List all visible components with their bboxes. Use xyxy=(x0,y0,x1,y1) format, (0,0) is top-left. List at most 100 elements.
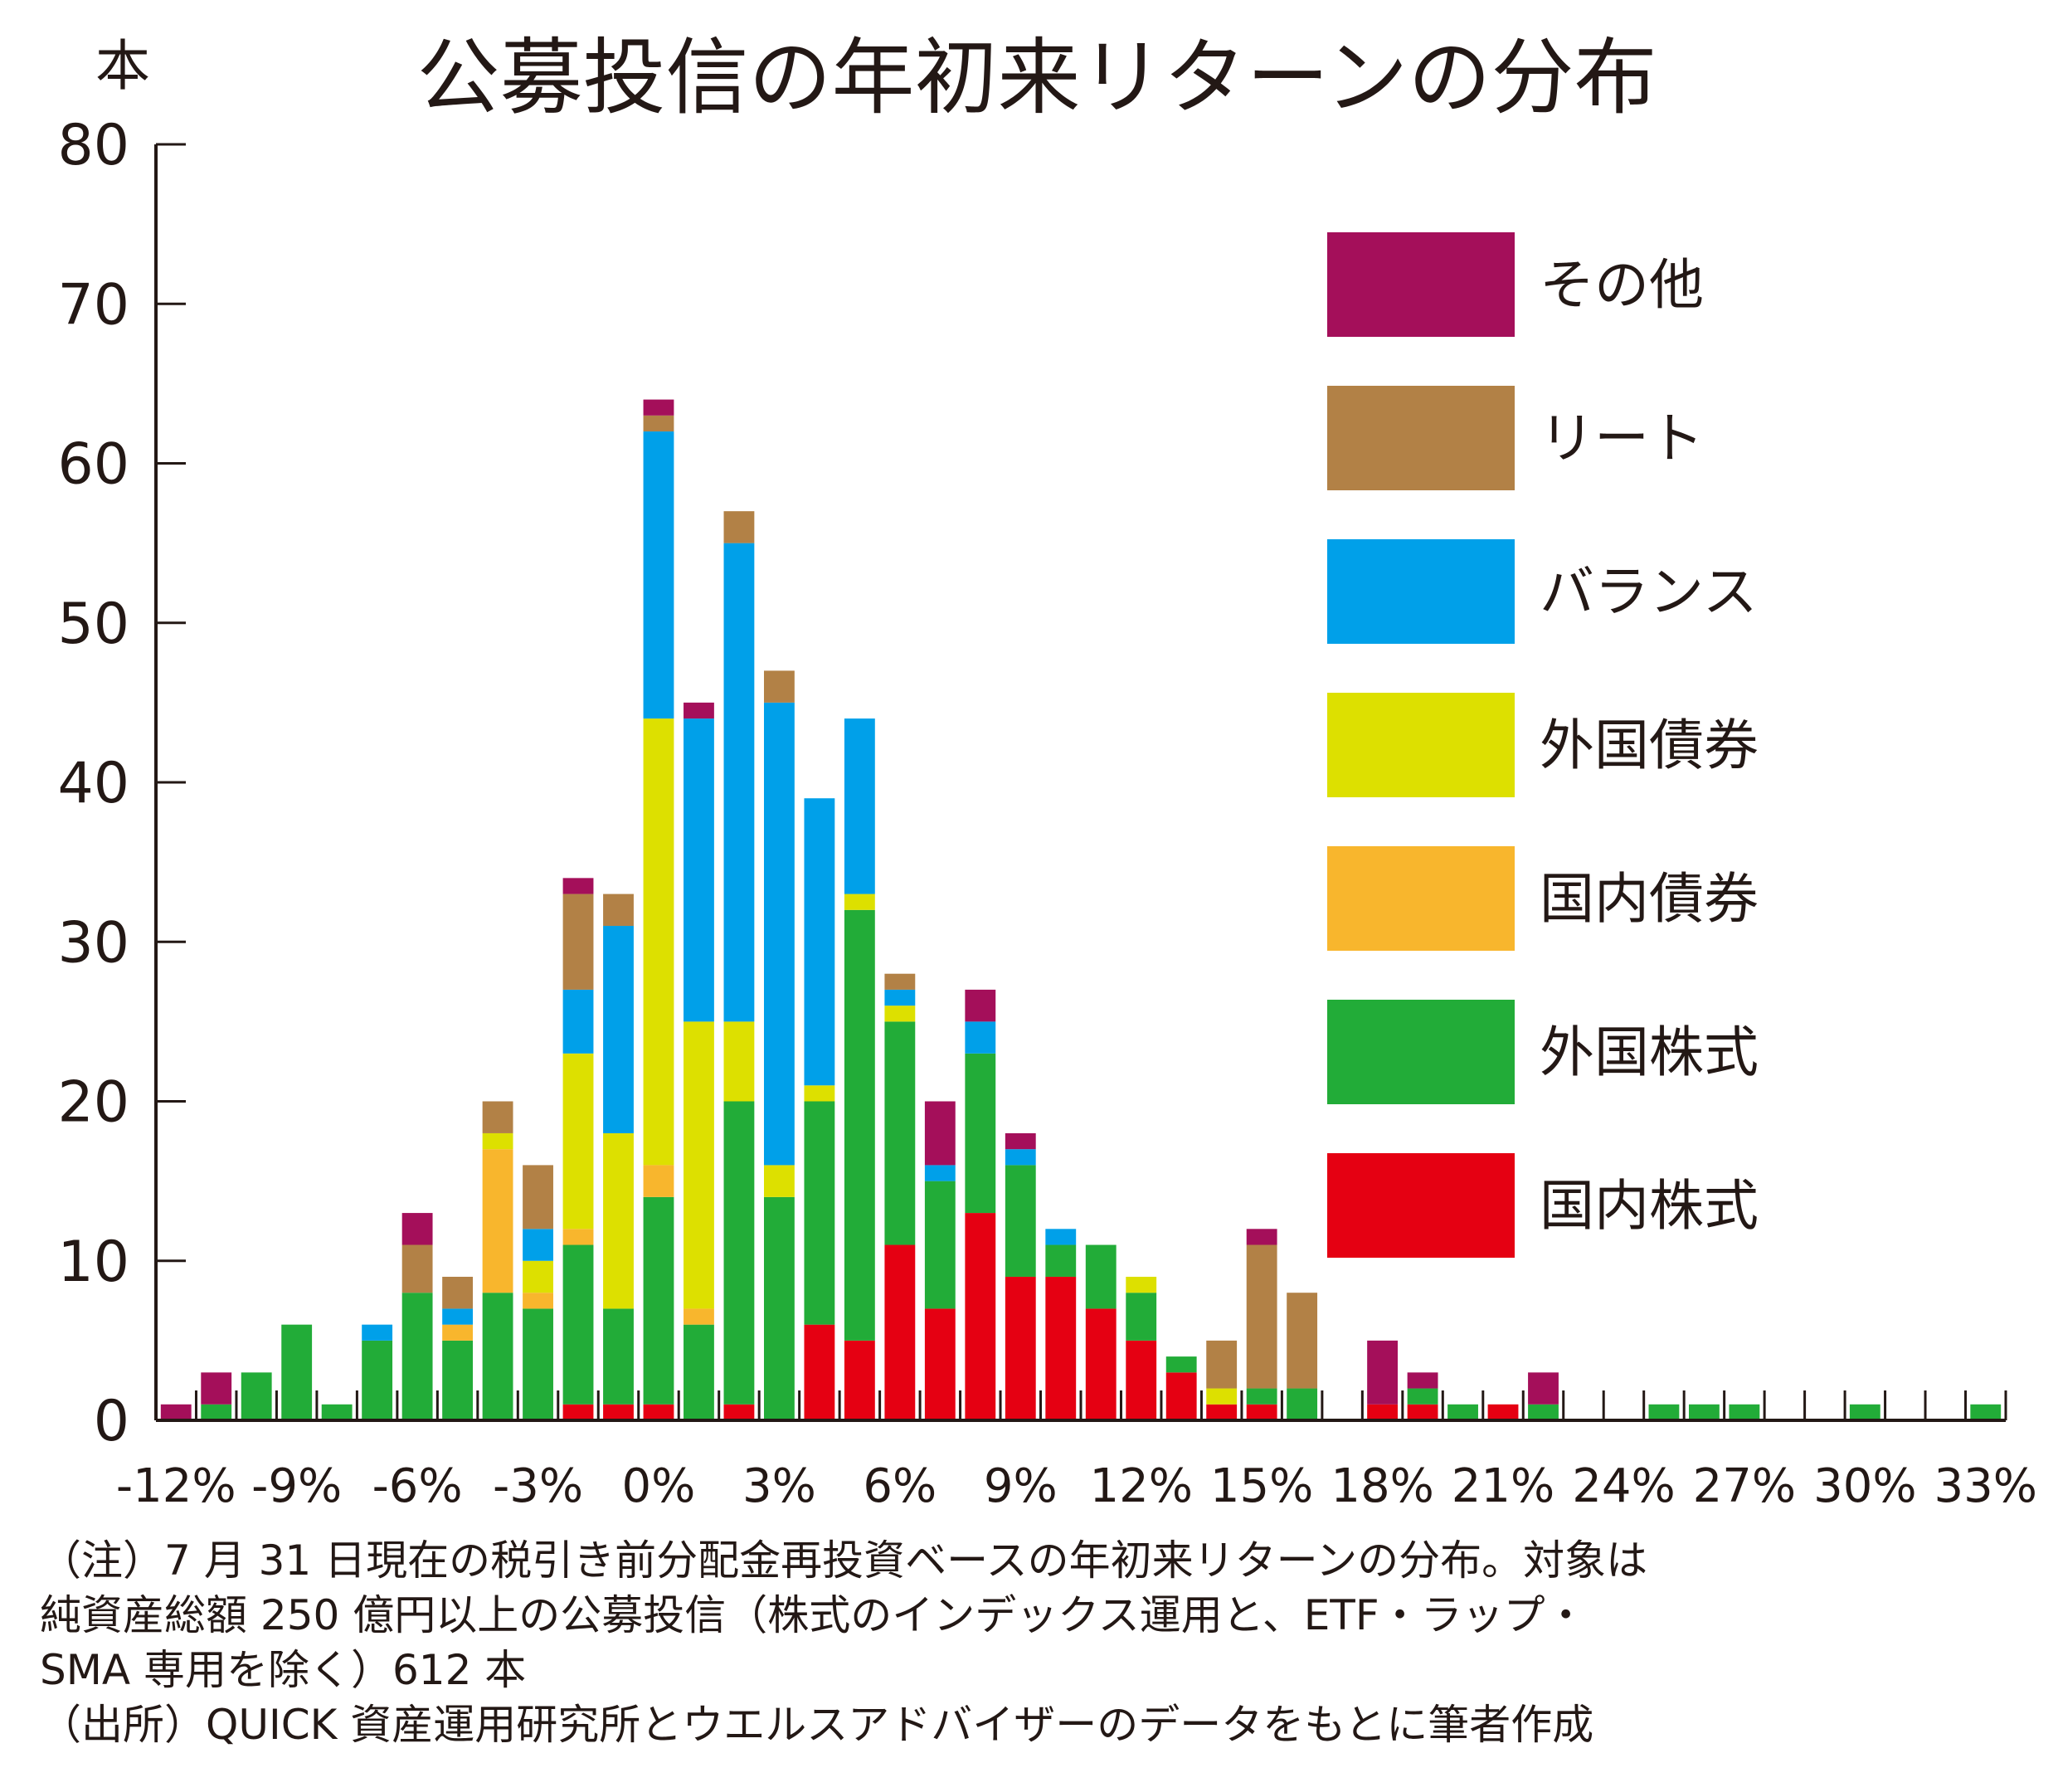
y-tick-label: 60 xyxy=(57,432,129,498)
bar-segment xyxy=(1165,1356,1197,1373)
bar-segment xyxy=(723,543,755,1022)
chart-title: 公募投信の年初来リターンの分布 xyxy=(417,29,1657,126)
x-tick-label: 6% xyxy=(863,1459,937,1513)
bar-segment xyxy=(201,1372,232,1405)
bar-segment xyxy=(1407,1388,1438,1405)
bar-segment xyxy=(924,1165,956,1181)
legend-swatch xyxy=(1327,386,1515,490)
bar-segment xyxy=(723,511,755,543)
bar-segment xyxy=(643,399,674,416)
bar-segment xyxy=(523,1308,553,1420)
bar-segment xyxy=(1447,1404,1478,1420)
bar-segment xyxy=(1729,1404,1760,1420)
bar-segment xyxy=(1367,1340,1399,1405)
bar-segment xyxy=(763,670,795,703)
bar-segment xyxy=(884,973,916,990)
bar-segment xyxy=(523,1293,553,1309)
bar-segment xyxy=(562,1404,594,1420)
bar-segment xyxy=(1206,1340,1238,1389)
bar-segment xyxy=(804,1101,835,1325)
bar-segment xyxy=(1126,1340,1157,1420)
bar-segment xyxy=(1126,1293,1157,1341)
bar-segment xyxy=(603,926,634,1133)
bar-segment xyxy=(482,1132,513,1150)
bar-segment xyxy=(643,415,674,432)
bar-segment xyxy=(1528,1404,1559,1420)
bar-segment xyxy=(401,1213,433,1245)
bar-segment xyxy=(643,1404,674,1420)
bar-segment xyxy=(523,1260,553,1293)
bar-segment xyxy=(1287,1293,1318,1389)
bar-segment xyxy=(523,1229,553,1261)
bar-segment xyxy=(1849,1404,1880,1420)
legend-label: 外国株式 xyxy=(1540,1020,1759,1084)
x-tick-label: 3% xyxy=(742,1459,816,1513)
bar-segment xyxy=(1246,1388,1277,1405)
bar-segment xyxy=(763,1196,795,1420)
bar-segment xyxy=(362,1324,393,1341)
bar-segment xyxy=(603,1132,634,1309)
bar-segment xyxy=(1005,1132,1036,1150)
bar-segment xyxy=(1045,1244,1077,1277)
bar-segment xyxy=(442,1308,474,1325)
x-tick-label: 30% xyxy=(1813,1459,1916,1513)
bar-segment xyxy=(844,718,875,894)
bar-segment xyxy=(1005,1165,1036,1277)
bar-segment xyxy=(482,1101,513,1133)
y-tick-label: 30 xyxy=(57,910,129,976)
x-tick-label: -12% xyxy=(116,1459,236,1513)
bar-segment xyxy=(804,1085,835,1102)
source-line: （出所）QUICK 資産運用研究所とウエルスアドバイザーのデータをもとに筆者作成 xyxy=(40,1701,1594,1749)
bar-segment xyxy=(844,1340,875,1420)
bar-segment xyxy=(1085,1308,1117,1420)
bar-segment xyxy=(603,1404,634,1420)
bar-segment xyxy=(763,1165,795,1197)
bar-segment xyxy=(924,1308,956,1420)
bar-segment xyxy=(684,718,714,1022)
legend-swatch xyxy=(1327,539,1515,644)
note-line-1: （注）7 月 31 日現在の税引き前分配金再投資ベースの年初来リターンの分布。対… xyxy=(40,1536,1648,1585)
note-line-3: SMA 専用を除く）612 本 xyxy=(40,1646,527,1694)
bar-segment xyxy=(965,1213,996,1420)
bar-segment xyxy=(844,894,875,910)
x-tick-label: 33% xyxy=(1934,1459,2037,1513)
bar-segment xyxy=(1005,1276,1036,1420)
bar-segment xyxy=(442,1276,474,1309)
bar-segment xyxy=(1085,1244,1117,1309)
legend-swatch xyxy=(1327,1000,1515,1104)
y-tick-label: 40 xyxy=(57,751,129,816)
bar-segment xyxy=(763,702,795,1166)
y-axis-unit-label: 本 xyxy=(95,34,150,98)
y-tick-label: 10 xyxy=(57,1230,129,1295)
bar-segment xyxy=(482,1149,513,1293)
x-tick-label: 18% xyxy=(1331,1459,1433,1513)
bar-segment xyxy=(643,718,674,1166)
bar-segment xyxy=(562,1053,594,1230)
bar-segment xyxy=(1287,1388,1318,1420)
y-tick-label: 20 xyxy=(57,1070,129,1136)
y-tick-label: 70 xyxy=(57,272,129,338)
bar-segment xyxy=(924,1101,956,1166)
bar-segment xyxy=(1528,1372,1559,1405)
y-tick-label: 50 xyxy=(57,592,129,657)
x-tick-label: -6% xyxy=(372,1459,463,1513)
bar-segment xyxy=(562,878,594,894)
x-tick-label: 27% xyxy=(1693,1459,1796,1513)
legend-swatch xyxy=(1327,846,1515,951)
bar-segment xyxy=(523,1165,553,1230)
bar-segment xyxy=(924,1181,956,1309)
bar-segment xyxy=(684,1021,714,1309)
bar-segment xyxy=(1367,1404,1399,1420)
bar-segment xyxy=(1407,1372,1438,1389)
bar-segment xyxy=(201,1404,232,1420)
legend-label: 国内株式 xyxy=(1540,1174,1759,1238)
y-tick-label: 0 xyxy=(94,1389,129,1454)
x-tick-label: 9% xyxy=(984,1459,1058,1513)
x-tick-label: -3% xyxy=(493,1459,583,1513)
bar-segment xyxy=(723,1404,755,1420)
footnotes: （注）7 月 31 日現在の税引き前分配金再投資ベースの年初来リターンの分布。対… xyxy=(40,1533,2047,1752)
bar-segment xyxy=(643,431,674,719)
x-tick-label: 15% xyxy=(1210,1459,1313,1513)
legend-swatch xyxy=(1327,693,1515,797)
